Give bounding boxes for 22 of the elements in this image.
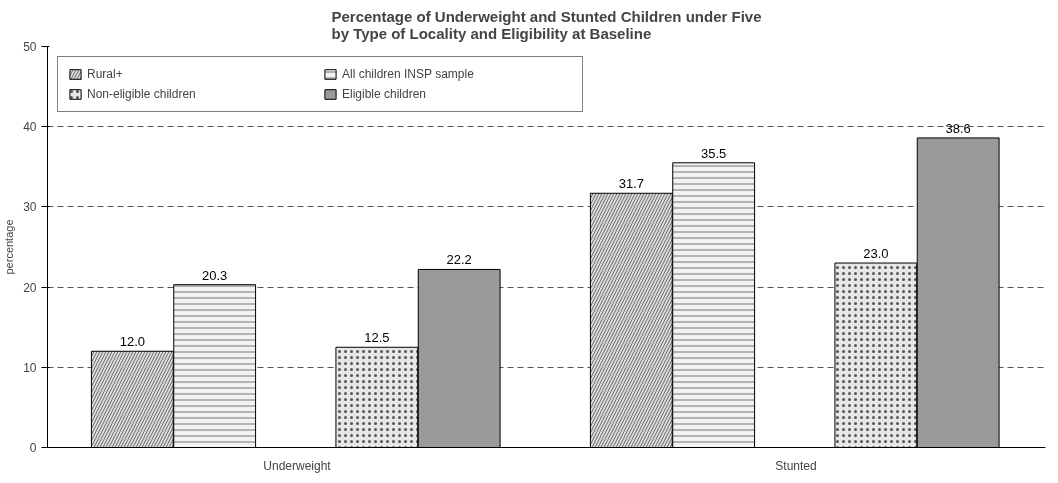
data-label: 31.7: [618, 176, 644, 192]
data-label: 35.5: [701, 145, 727, 161]
y-tick-label: 40: [23, 120, 37, 135]
y-tick-label: 20: [23, 280, 37, 295]
chart-title: Percentage of Underweight and Stunted Children under Five by Type of Locality and Eligibility at Baseline: [331, 7, 762, 42]
x-tick-label: Underweight: [263, 458, 332, 473]
y-tick-label: 50: [23, 40, 37, 54]
data-label: 38.6: [945, 120, 971, 136]
data-label: 12.0: [119, 334, 145, 350]
y-tick-label: 10: [23, 360, 37, 375]
y-axis-title: percentage: [3, 219, 16, 275]
data-label: 20.3: [202, 267, 228, 283]
data-label: 23.0: [863, 246, 889, 262]
legend-label: Rural+: [87, 67, 124, 81]
data-label: 22.2: [446, 252, 472, 268]
y-tick-label: 30: [23, 200, 37, 215]
data-label: 12.5: [364, 330, 390, 346]
legend-label: All children INSP sample: [342, 67, 475, 81]
legend-label: Eligible children: [342, 87, 428, 101]
x-tick-label: Stunted: [775, 458, 817, 473]
legend-label: Non-eligible children: [87, 87, 197, 101]
y-tick-label: 0: [29, 441, 37, 455]
